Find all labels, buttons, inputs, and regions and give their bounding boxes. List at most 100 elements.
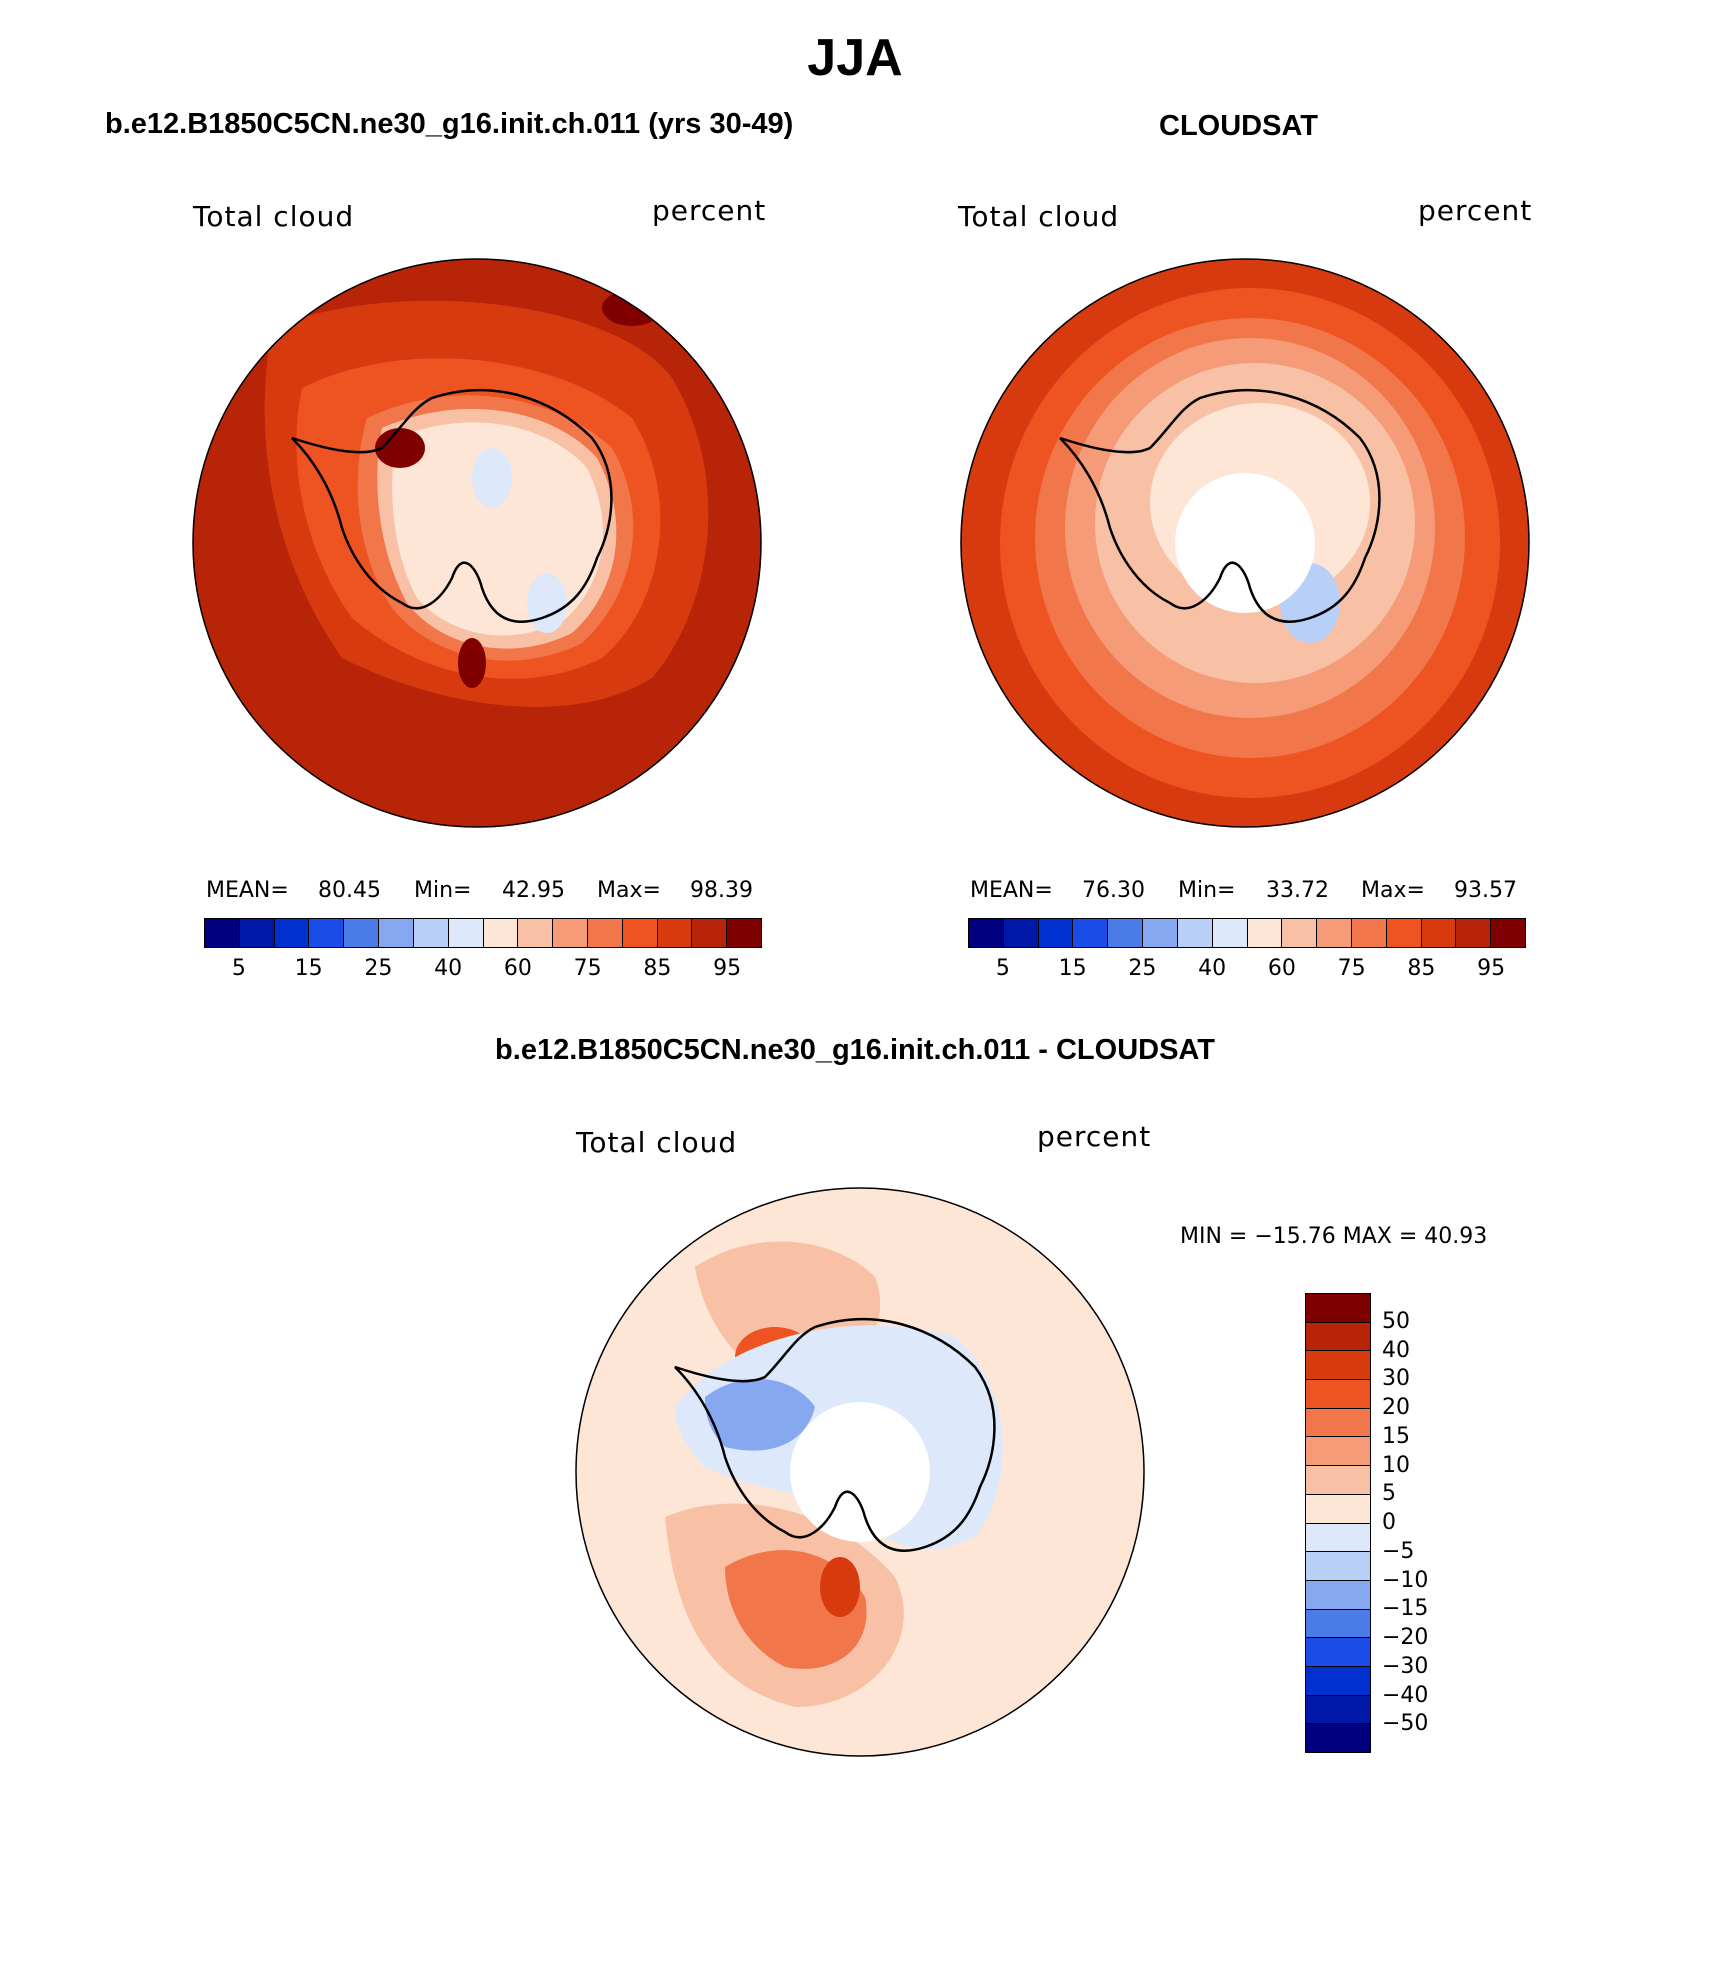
panel1-colorbar-tick-label: 60 xyxy=(503,956,532,981)
panel1-colorbar-cell xyxy=(309,919,345,947)
panel2-colorbar-tick-label: 75 xyxy=(1337,956,1366,981)
panel2-mean-value: 76.30 xyxy=(1082,878,1145,903)
panel2-colorbar-cell xyxy=(1421,919,1457,947)
panel3-colorbar-tick-label: 5 xyxy=(1382,1481,1396,1507)
panel2-colorbar-cell xyxy=(1038,919,1074,947)
panel1-min-label: Min= xyxy=(414,878,472,903)
panel2-colorbar-cell xyxy=(1108,919,1144,947)
panel3-colorbar-tick-label: −20 xyxy=(1382,1625,1429,1650)
panel1-colorbar-ticks: 5 15 25 40 60 75 85 95 xyxy=(204,956,762,986)
panel3-colorbar-cell xyxy=(1306,1351,1370,1381)
panel1-units-label: percent xyxy=(652,194,767,227)
panel2-colorbar-cell xyxy=(1177,919,1213,947)
panel3-colorbar-cell xyxy=(1306,1494,1370,1524)
panel1-max-label: Max= xyxy=(597,878,661,903)
panel1-colorbar-cell xyxy=(692,919,728,947)
panel3-colorbar-tick-label: 20 xyxy=(1382,1395,1410,1420)
panel3-colorbar-tick-label: 40 xyxy=(1382,1337,1410,1363)
panel1-colorbar-cell xyxy=(344,919,380,947)
panel1-colorbar-cell xyxy=(413,919,449,947)
panel1-colorbar-cell xyxy=(553,919,588,947)
panel2-colorbar-cell xyxy=(1317,919,1352,947)
panel2-colorbar-cell xyxy=(1073,919,1109,947)
panel3-colorbar-cell xyxy=(1306,1724,1370,1752)
panel2-min-value: 33.72 xyxy=(1266,878,1329,903)
panel2-colorbar-cell xyxy=(1491,919,1525,947)
panel3-max-patch xyxy=(820,1557,860,1617)
panel3-variable-label: Total cloud xyxy=(576,1126,738,1159)
panel3-colorbar-cell xyxy=(1306,1695,1370,1725)
panel1-colorbar-cell xyxy=(239,919,275,947)
panel1-min-value: 42.95 xyxy=(502,878,565,903)
panel1-colorbar-tick-label: 15 xyxy=(294,956,323,981)
panel2-colorbar-cell xyxy=(1143,919,1178,947)
panel1-max-value: 98.39 xyxy=(690,878,753,903)
panel1-mean-label: MEAN= xyxy=(206,878,289,903)
panel3-colorbar-cell xyxy=(1306,1552,1370,1581)
panel3-colorbar-cell xyxy=(1306,1380,1370,1409)
panel3-min-max-readout: MIN = −15.76 MAX = 40.93 xyxy=(1180,1224,1488,1249)
panel2-colorbar xyxy=(968,918,1526,948)
panel3-colorbar-ticks: 50 40 30 20 15 10 5 0 −5 −10 −15 −20 −30 −40 −50 xyxy=(1382,1293,1502,1753)
figure-title: JJA xyxy=(807,29,903,87)
panel2-mean-label: MEAN= xyxy=(970,878,1053,903)
panel3-missing-data-hole xyxy=(790,1402,930,1542)
panel3-colorbar-tick-label: 30 xyxy=(1382,1366,1410,1392)
panel2-colorbar-ticks: 5 15 25 40 60 75 85 95 xyxy=(968,956,1526,986)
panel1-colorbar-cell xyxy=(657,919,693,947)
panel2-colorbar-tick-label: 15 xyxy=(1058,956,1087,981)
panel2-colorbar-cell xyxy=(1212,919,1248,947)
panel1-colorbar-tick-label: 25 xyxy=(364,956,393,981)
panel1-title: b.e12.B1850C5CN.ne30_g16.init.ch.011 (yr… xyxy=(105,108,794,140)
panel2-colorbar-cell xyxy=(1351,919,1387,947)
panel2-antarctica-coastline xyxy=(1059,388,1381,623)
panel1-high-patch-b xyxy=(458,638,486,688)
panel3-colorbar-cell xyxy=(1306,1466,1370,1495)
panel3-colorbar-tick-label: −5 xyxy=(1382,1538,1415,1564)
panel2-colorbar-tick-label: 25 xyxy=(1128,956,1157,981)
panel3-colorbar-cell xyxy=(1306,1408,1370,1438)
panel1-mean-value: 80.45 xyxy=(318,878,381,903)
panel1-colorbar-cell xyxy=(205,919,240,947)
panel3-colorbar-tick-label: −40 xyxy=(1382,1682,1429,1708)
panel2-max-value: 93.57 xyxy=(1454,878,1517,903)
panel1-colorbar-cell xyxy=(727,919,761,947)
panel1-antarctica-coastline xyxy=(291,388,613,623)
panel1-colorbar-cell xyxy=(622,919,658,947)
panel3-polar-map xyxy=(575,1187,1145,1757)
panel1-colorbar-cell xyxy=(518,919,554,947)
panel1-colorbar-cell xyxy=(448,919,484,947)
panel3-colorbar-cell xyxy=(1306,1580,1370,1610)
panel1-colorbar-tick-label: 75 xyxy=(573,956,602,981)
panel1-low-patch-a xyxy=(472,448,512,508)
panel2-colorbar-cell xyxy=(1003,919,1039,947)
panel3-colorbar-tick-label: −30 xyxy=(1382,1653,1429,1679)
panel3-colorbar-tick-label: −15 xyxy=(1382,1596,1429,1622)
panel1-colorbar-tick-label: 85 xyxy=(643,956,672,981)
panel1-colorbar-tick-label: 40 xyxy=(434,956,463,981)
panel3-colorbar-cell xyxy=(1306,1437,1370,1467)
panel1-colorbar-cell xyxy=(587,919,623,947)
panel2-colorbar-tick-label: 85 xyxy=(1407,956,1436,981)
panel1-colorbar-cell xyxy=(379,919,414,947)
panel1-colorbar xyxy=(204,918,762,948)
panel3-colorbar-tick-label: 15 xyxy=(1382,1423,1410,1449)
panel1-polar-map xyxy=(192,258,762,828)
panel2-units-label: percent xyxy=(1418,194,1533,227)
panel1-high-patch-a xyxy=(375,428,425,468)
panel2-colorbar-tick-label: 5 xyxy=(995,956,1010,981)
panel3-colorbar-tick-label: 50 xyxy=(1382,1308,1410,1334)
panel1-variable-label: Total cloud xyxy=(193,200,355,233)
panel3-colorbar-cell xyxy=(1306,1523,1370,1553)
panel2-variable-label: Total cloud xyxy=(958,200,1120,233)
panel3-antarctica-coastline xyxy=(674,1317,996,1552)
panel2-min-label: Min= xyxy=(1178,878,1236,903)
panel3-colorbar-cell xyxy=(1306,1322,1370,1352)
panel3-colorbar-cell xyxy=(1306,1666,1370,1696)
panel1-colorbar-cell xyxy=(274,919,310,947)
panel1-low-patch-b xyxy=(527,573,567,633)
panel2-colorbar-tick-label: 40 xyxy=(1198,956,1227,981)
panel2-colorbar-cell xyxy=(969,919,1004,947)
panel2-polar-map xyxy=(960,258,1530,828)
panel3-colorbar-cell xyxy=(1306,1294,1370,1323)
